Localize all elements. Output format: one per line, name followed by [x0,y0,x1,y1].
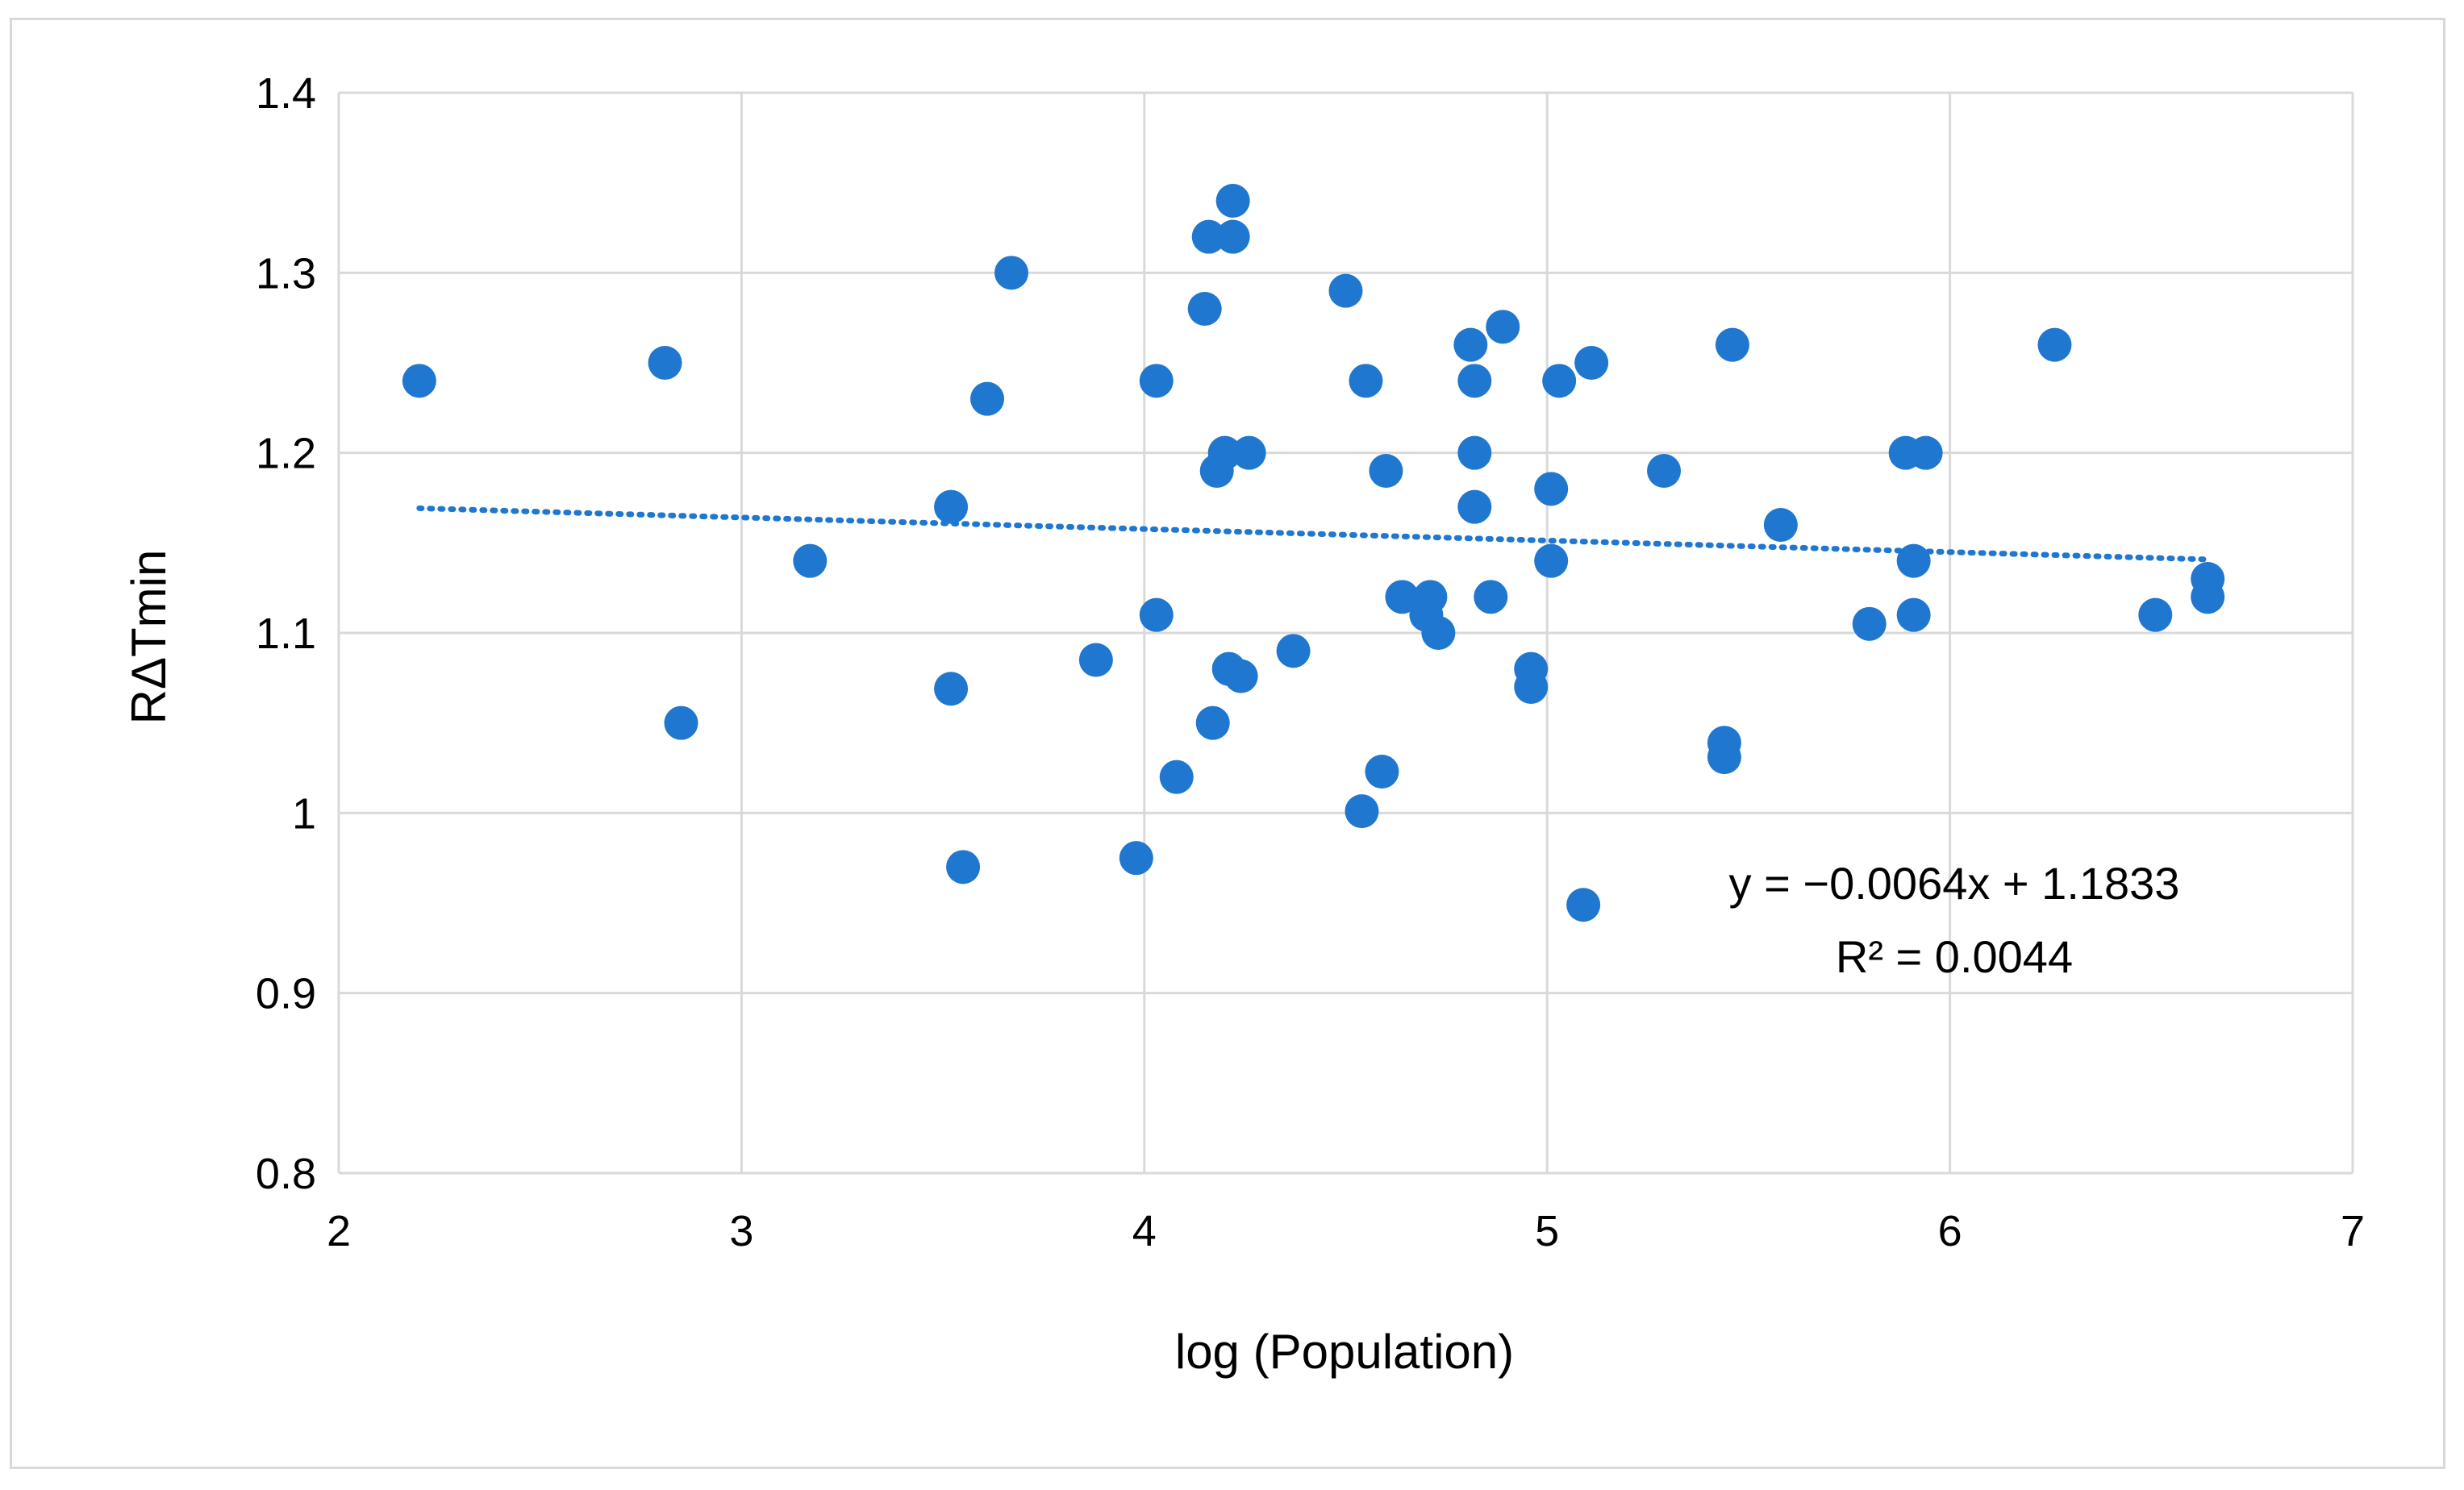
data-point [1457,489,1492,524]
data-point [1328,273,1363,308]
data-point [1474,580,1508,614]
y-tick-label: 0.8 [256,1150,316,1198]
x-tick-label: 2 [327,1207,351,1255]
data-point [1908,435,1943,470]
x-tick-label: 6 [1938,1207,1962,1255]
data-point [1514,670,1549,704]
x-tick-label: 7 [2341,1207,2365,1255]
gridlines [337,91,2354,1175]
data-point [1365,754,1399,789]
data-point [1542,364,1577,398]
data-point [1215,184,1250,218]
trendline-layer [416,505,2211,563]
x-tick-label: 3 [729,1207,753,1255]
data-point [1232,435,1266,470]
data-point [1191,219,1226,254]
trendline-equation: y = −0.0064x + 1.1833 [1729,858,2180,909]
data-point [1276,634,1311,668]
data-point [1534,543,1569,578]
data-point [1896,543,1931,578]
data-point [1534,472,1569,506]
data-point [1715,327,1749,362]
data-point [1139,597,1174,632]
data-point [1574,346,1609,380]
data-point [1457,364,1492,398]
chart-frame [10,18,2445,1469]
data-point [934,489,969,524]
data-point [664,705,698,740]
data-point [1345,794,1379,829]
data-point [934,672,969,706]
y-axis-title: RΔTmin [122,550,176,725]
data-point [1413,580,1448,614]
axis-ticks: 0.8 0.9 1 1.1 1.2 1.3 1.4 2 3 4 5 6 7 [256,69,2365,1255]
data-point [648,346,682,380]
data-point [946,850,981,884]
data-point [1139,364,1174,398]
y-tick-label: 0.9 [256,970,316,1018]
data-point [1215,219,1250,254]
data-point [1195,705,1230,740]
data-point [2138,597,2173,632]
x-axis-title: log (Population) [1175,1325,1514,1379]
data-point [994,256,1028,290]
y-tick-label: 1.1 [256,610,316,658]
data-point [1647,454,1682,488]
y-tick-label: 1.3 [256,249,316,298]
data-point [1349,364,1383,398]
data-point [1369,454,1403,488]
data-point [1707,740,1741,775]
y-tick-label: 1.2 [256,430,316,478]
data-point [402,364,436,398]
data-point [1453,327,1488,362]
x-tick-label: 4 [1132,1207,1157,1255]
data-point [1421,616,1456,650]
data-point [1385,580,1420,614]
y-tick-label: 1 [292,789,316,838]
data-point [970,381,1005,416]
y-tick-label: 1.4 [256,69,316,118]
trendline [416,505,2211,563]
r-squared-label: R² = 0.0044 [1836,931,2073,982]
data-point [1566,888,1601,922]
data-point [1119,841,1153,876]
data-point [1852,606,1887,641]
data-point [1486,310,1520,344]
data-point [1078,643,1113,677]
x-tick-label: 5 [1535,1207,1559,1255]
data-point [2037,327,2072,362]
data-point [1159,760,1194,794]
data-points [402,184,2225,922]
data-point [1207,435,1242,470]
data-point [1896,597,1931,632]
data-point [793,543,828,578]
data-point [1457,435,1492,470]
data-point [1187,292,1222,326]
data-point [1224,659,1258,693]
data-point [2191,580,2225,614]
data-point [1763,508,1798,542]
